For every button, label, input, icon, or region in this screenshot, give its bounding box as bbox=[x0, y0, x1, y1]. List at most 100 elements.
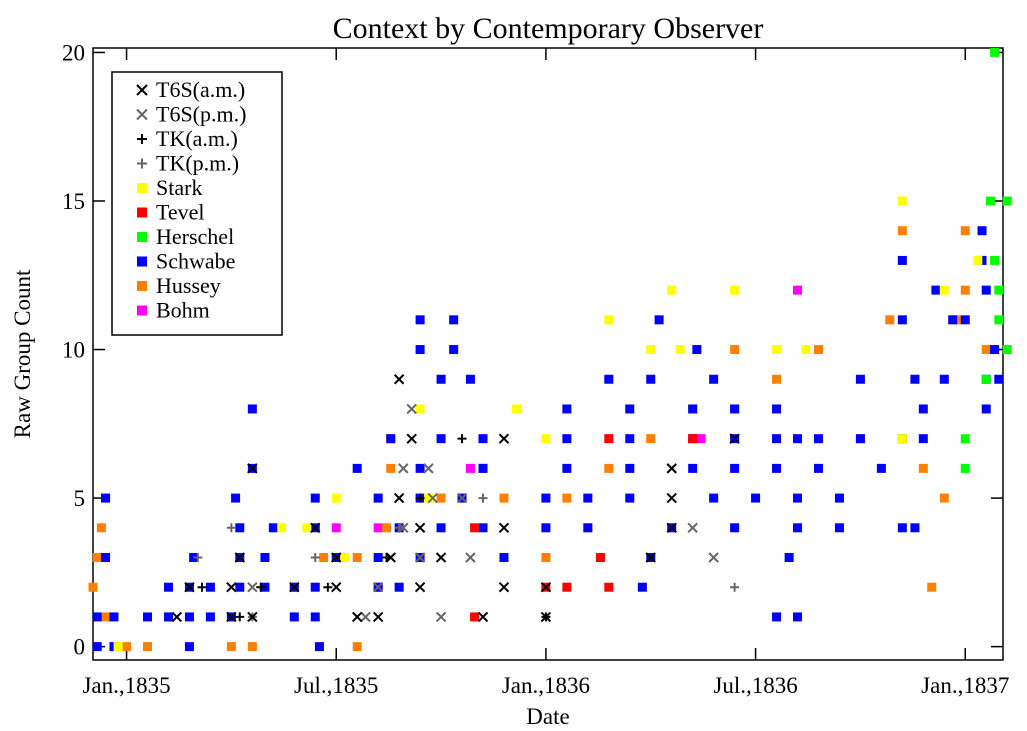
marker bbox=[226, 611, 237, 623]
marker bbox=[751, 493, 761, 503]
marker bbox=[730, 582, 740, 592]
marker bbox=[436, 523, 446, 533]
marker bbox=[709, 374, 719, 384]
marker bbox=[143, 642, 153, 652]
marker bbox=[415, 345, 425, 355]
marker bbox=[406, 433, 417, 444]
marker bbox=[101, 493, 111, 503]
marker bbox=[92, 553, 102, 563]
marker bbox=[449, 315, 459, 325]
marker bbox=[478, 463, 488, 473]
marker bbox=[730, 345, 740, 355]
marker bbox=[730, 404, 740, 414]
marker bbox=[645, 552, 656, 563]
marker bbox=[981, 345, 991, 355]
marker bbox=[393, 492, 405, 504]
marker bbox=[696, 434, 706, 444]
x-axis-label: Date bbox=[526, 704, 569, 729]
marker bbox=[793, 612, 803, 622]
marker bbox=[793, 434, 803, 444]
marker bbox=[247, 404, 257, 414]
marker bbox=[793, 285, 803, 295]
marker bbox=[855, 374, 865, 384]
marker bbox=[465, 463, 475, 473]
marker bbox=[386, 434, 396, 444]
x-tick-label: Jan.,1836 bbox=[502, 673, 590, 698]
marker bbox=[637, 582, 647, 592]
marker bbox=[960, 226, 970, 236]
marker bbox=[478, 493, 488, 503]
marker bbox=[171, 611, 183, 623]
marker bbox=[897, 255, 907, 265]
marker bbox=[113, 642, 123, 652]
marker bbox=[398, 522, 409, 534]
marker bbox=[625, 404, 635, 414]
marker bbox=[478, 434, 488, 444]
marker bbox=[793, 493, 803, 503]
marker bbox=[310, 553, 320, 563]
y-tick-label: 0 bbox=[74, 635, 86, 660]
marker bbox=[235, 612, 245, 622]
marker bbox=[990, 255, 1000, 265]
marker bbox=[436, 374, 446, 384]
marker bbox=[92, 612, 102, 622]
series bbox=[247, 403, 719, 623]
marker bbox=[247, 642, 257, 652]
x-tick-label: Jan.,1837 bbox=[921, 673, 1009, 698]
x-tick-label: Jan.,1835 bbox=[82, 673, 170, 698]
marker bbox=[137, 281, 147, 291]
marker bbox=[372, 611, 384, 623]
marker bbox=[960, 315, 970, 325]
marker bbox=[562, 434, 572, 444]
marker bbox=[675, 345, 685, 355]
marker bbox=[398, 463, 409, 474]
legend-label: T6S(a.m.) bbox=[156, 77, 245, 102]
marker bbox=[541, 523, 551, 533]
marker bbox=[137, 158, 147, 169]
marker bbox=[654, 315, 664, 325]
marker bbox=[918, 434, 928, 444]
marker bbox=[184, 582, 195, 593]
marker bbox=[277, 523, 287, 533]
marker bbox=[435, 611, 447, 623]
marker bbox=[310, 493, 320, 503]
marker bbox=[813, 434, 823, 444]
marker bbox=[981, 374, 991, 384]
y-tick-label: 15 bbox=[62, 189, 85, 214]
marker bbox=[163, 612, 173, 622]
marker bbox=[604, 315, 614, 325]
marker bbox=[604, 374, 614, 384]
marker bbox=[382, 523, 392, 533]
marker bbox=[730, 285, 740, 295]
marker bbox=[373, 553, 383, 563]
marker bbox=[692, 345, 702, 355]
marker bbox=[137, 256, 147, 267]
marker bbox=[137, 134, 147, 144]
marker bbox=[499, 553, 509, 563]
legend-label: Bohm bbox=[156, 298, 210, 323]
y-tick-label: 20 bbox=[62, 40, 85, 65]
marker bbox=[137, 207, 147, 218]
marker bbox=[406, 403, 417, 415]
marker bbox=[708, 552, 719, 563]
marker bbox=[595, 553, 605, 563]
marker bbox=[137, 232, 147, 242]
x-tick-label: Jul.,1836 bbox=[713, 673, 797, 698]
y-tick-label: 5 bbox=[74, 486, 86, 511]
marker bbox=[834, 493, 844, 503]
marker bbox=[625, 493, 635, 503]
marker bbox=[373, 493, 383, 503]
marker bbox=[939, 374, 949, 384]
marker bbox=[457, 434, 467, 444]
marker bbox=[784, 553, 794, 563]
marker bbox=[981, 404, 991, 414]
marker bbox=[205, 582, 215, 592]
marker bbox=[948, 315, 958, 325]
marker bbox=[184, 642, 194, 652]
marker bbox=[373, 523, 383, 533]
marker bbox=[562, 582, 572, 592]
marker bbox=[414, 582, 426, 593]
marker bbox=[625, 434, 635, 444]
marker bbox=[994, 315, 1004, 325]
marker bbox=[226, 582, 237, 593]
